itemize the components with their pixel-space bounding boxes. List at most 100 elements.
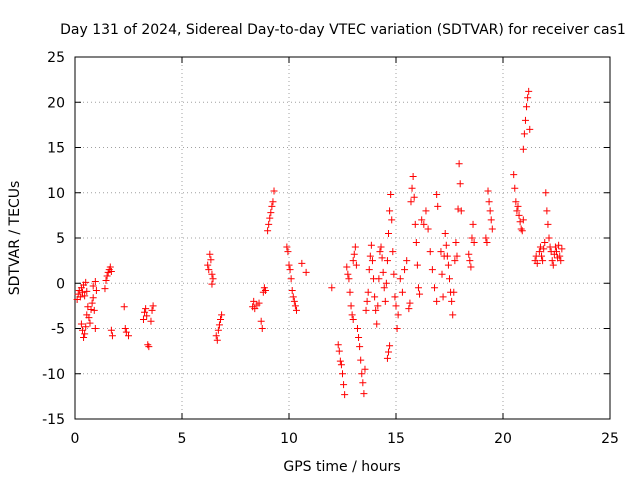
data-point: [405, 305, 413, 313]
data-point: [352, 261, 360, 269]
data-point: [519, 216, 527, 224]
data-point: [434, 202, 442, 210]
data-point: [361, 365, 369, 373]
data-point: [351, 243, 359, 251]
data-point: [549, 261, 557, 269]
data-point: [360, 390, 368, 398]
data-point: [383, 257, 391, 265]
data-point: [142, 305, 150, 313]
data-point: [533, 259, 541, 267]
data-point: [388, 216, 396, 224]
data-point: [521, 116, 529, 124]
data-point: [366, 252, 374, 260]
data-point: [548, 257, 556, 265]
data-point: [414, 284, 422, 292]
data-point: [292, 306, 300, 314]
x-tick-label: 15: [387, 431, 405, 447]
data-point: [387, 191, 395, 199]
data-point: [341, 391, 349, 399]
data-point: [412, 239, 420, 247]
data-point: [89, 282, 97, 290]
data-point: [382, 279, 390, 287]
data-point: [340, 381, 348, 389]
data-point: [78, 288, 86, 296]
data-point: [514, 202, 522, 210]
data-point: [449, 311, 457, 319]
y-tick-label: 5: [56, 231, 65, 247]
x-tick-label: 25: [601, 431, 619, 447]
data-point: [213, 336, 221, 344]
data-point: [467, 263, 475, 271]
data-point: [143, 312, 151, 320]
data-point: [77, 320, 85, 328]
data-point: [428, 266, 436, 274]
data-point: [215, 321, 223, 329]
data-point: [141, 308, 149, 316]
data-point: [386, 342, 394, 350]
data-point: [209, 275, 217, 283]
data-point: [454, 205, 462, 213]
y-tick-label: 10: [47, 186, 65, 202]
data-point: [379, 268, 387, 276]
data-point: [257, 317, 265, 325]
data-point: [103, 272, 111, 280]
data-point: [87, 305, 95, 313]
data-point: [357, 356, 365, 364]
x-tick-label: 5: [178, 431, 187, 447]
data-point: [377, 243, 385, 251]
data-point: [285, 261, 293, 269]
data-point: [284, 248, 292, 256]
data-point: [107, 267, 115, 275]
data-point: [108, 332, 116, 340]
data-point: [420, 220, 428, 228]
data-point: [346, 288, 354, 296]
data-point: [468, 234, 476, 242]
data-point: [349, 257, 357, 265]
data-point: [426, 248, 434, 256]
data-point: [339, 370, 346, 378]
data-point: [444, 261, 452, 269]
data-point: [398, 288, 406, 296]
data-point: [386, 207, 394, 215]
data-point: [526, 125, 534, 133]
data-point: [350, 250, 358, 258]
data-point: [518, 227, 526, 235]
data-point: [410, 193, 418, 201]
data-point: [407, 198, 415, 206]
y-tick-label: 20: [47, 95, 65, 111]
data-point: [207, 256, 215, 264]
data-point: [511, 184, 519, 192]
data-point: [364, 288, 372, 296]
data-point: [367, 241, 375, 249]
data-point: [251, 305, 259, 313]
data-point: [393, 325, 401, 332]
data-point: [286, 266, 294, 274]
data-point: [431, 284, 439, 292]
data-point: [556, 252, 564, 260]
data-point: [469, 220, 477, 228]
data-point: [88, 299, 96, 307]
data-points: [73, 87, 566, 399]
y-tick-label: -5: [51, 322, 65, 338]
y-tick-label: 0: [56, 276, 65, 292]
data-point: [212, 332, 220, 340]
data-point: [448, 297, 456, 305]
data-point: [144, 341, 152, 349]
data-point: [288, 286, 296, 294]
data-point: [81, 292, 89, 300]
data-point: [348, 311, 356, 319]
data-point: [482, 234, 490, 242]
data-point: [85, 314, 93, 322]
data-point: [269, 198, 277, 206]
y-tick-label: -10: [42, 367, 65, 383]
data-point: [437, 248, 445, 256]
data-point: [343, 263, 351, 271]
data-point: [358, 370, 366, 378]
data-point: [433, 191, 441, 199]
data-point: [390, 270, 398, 278]
data-point: [422, 207, 430, 215]
data-point: [411, 220, 419, 228]
data-point: [396, 275, 404, 283]
data-point: [485, 198, 493, 206]
data-point: [86, 319, 94, 327]
